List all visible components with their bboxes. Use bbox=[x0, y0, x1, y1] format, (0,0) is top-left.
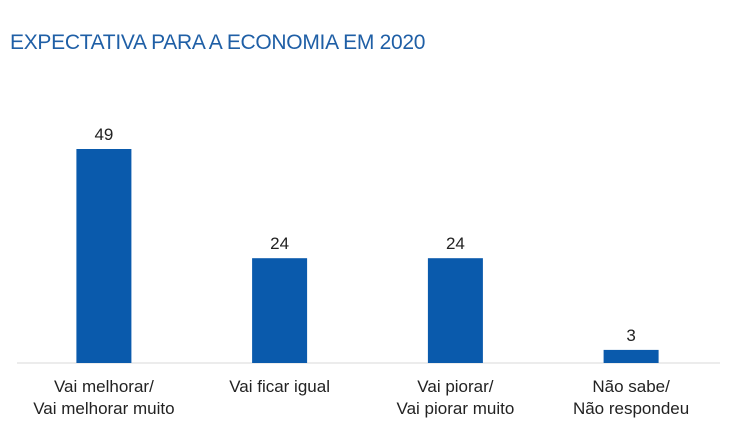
category-label-line: Não respondeu bbox=[573, 399, 689, 418]
chart-title: EXPECTATIVA PARA A ECONOMIA EM 2020 bbox=[10, 31, 426, 54]
bar bbox=[427, 258, 483, 363]
category-label: Vai piorar/Vai piorar muito bbox=[397, 377, 515, 418]
data-label: 24 bbox=[446, 234, 465, 253]
category-label: Vai melhorar/Vai melhorar muito bbox=[33, 377, 174, 418]
bars-layer bbox=[76, 149, 659, 363]
category-label-line: Vai melhorar/ bbox=[54, 377, 154, 396]
category-label: Vai ficar igual bbox=[229, 377, 330, 396]
bar bbox=[76, 149, 132, 363]
bar bbox=[252, 258, 308, 363]
data-label: 24 bbox=[270, 234, 289, 253]
category-label-line: Vai melhorar muito bbox=[33, 399, 174, 418]
category-label: Não sabe/Não respondeu bbox=[573, 377, 689, 418]
bar bbox=[603, 349, 659, 363]
category-label-line: Vai piorar/ bbox=[417, 377, 493, 396]
category-label-line: Não sabe/ bbox=[592, 377, 670, 396]
data-label: 3 bbox=[626, 326, 635, 345]
data-labels-layer: 49 24 24 3 bbox=[94, 125, 635, 345]
category-label-line: Vai ficar igual bbox=[229, 377, 330, 396]
category-label-line: Vai piorar muito bbox=[397, 399, 515, 418]
data-label: 49 bbox=[94, 125, 113, 144]
category-labels-layer: Vai melhorar/Vai melhorar muito Vai ficar… bbox=[33, 377, 689, 418]
